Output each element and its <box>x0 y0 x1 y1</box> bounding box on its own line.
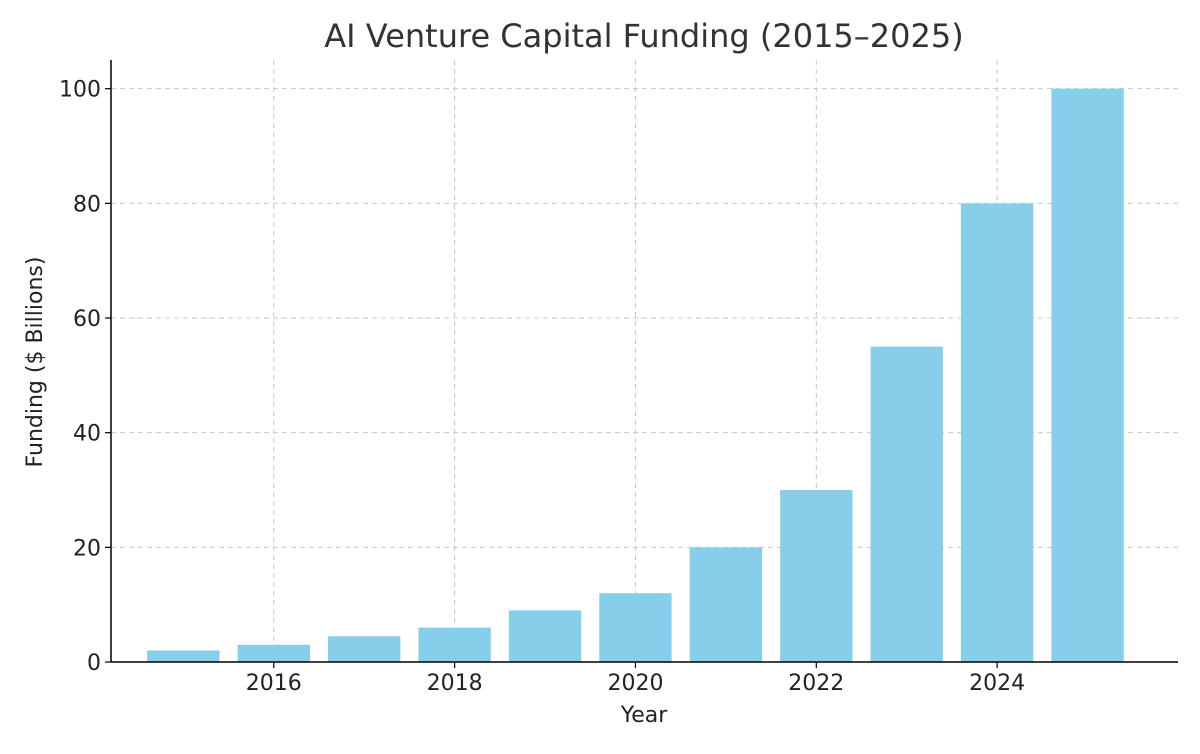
y-tick-label: 40 <box>73 422 101 447</box>
bars <box>147 88 1124 663</box>
x-tick-label: 2022 <box>788 671 844 696</box>
y-tick-label: 100 <box>59 78 101 103</box>
bar-2018 <box>418 627 491 662</box>
x-tick-label: 2024 <box>969 671 1025 696</box>
y-tick-label: 0 <box>87 651 101 676</box>
y-axis-label: Funding ($ Billions) <box>23 257 48 468</box>
bar-2020 <box>599 593 672 662</box>
x-tick-label: 2016 <box>246 671 302 696</box>
bar-2017 <box>328 636 401 662</box>
bar-2022 <box>780 490 853 662</box>
bar-2016 <box>237 644 310 662</box>
x-axis-label: Year <box>620 703 669 728</box>
bar-2023 <box>870 346 943 662</box>
y-tick-label: 20 <box>73 536 101 561</box>
bar-2015 <box>147 650 220 662</box>
axes <box>105 60 1178 668</box>
x-tick-label: 2020 <box>607 671 663 696</box>
y-tick-label: 80 <box>73 192 101 217</box>
tick-labels: 2016 2018 2020 2022 2024 0 20 40 60 80 100 <box>59 78 1025 696</box>
bar-2019 <box>508 610 582 662</box>
bar-2024 <box>960 203 1034 663</box>
x-tick-label: 2018 <box>427 671 483 696</box>
chart-title: AI Venture Capital Funding (2015–2025) <box>324 17 963 55</box>
y-tick-label: 60 <box>73 307 101 332</box>
bar-2021 <box>689 547 763 662</box>
bar-2025 <box>1051 88 1124 662</box>
